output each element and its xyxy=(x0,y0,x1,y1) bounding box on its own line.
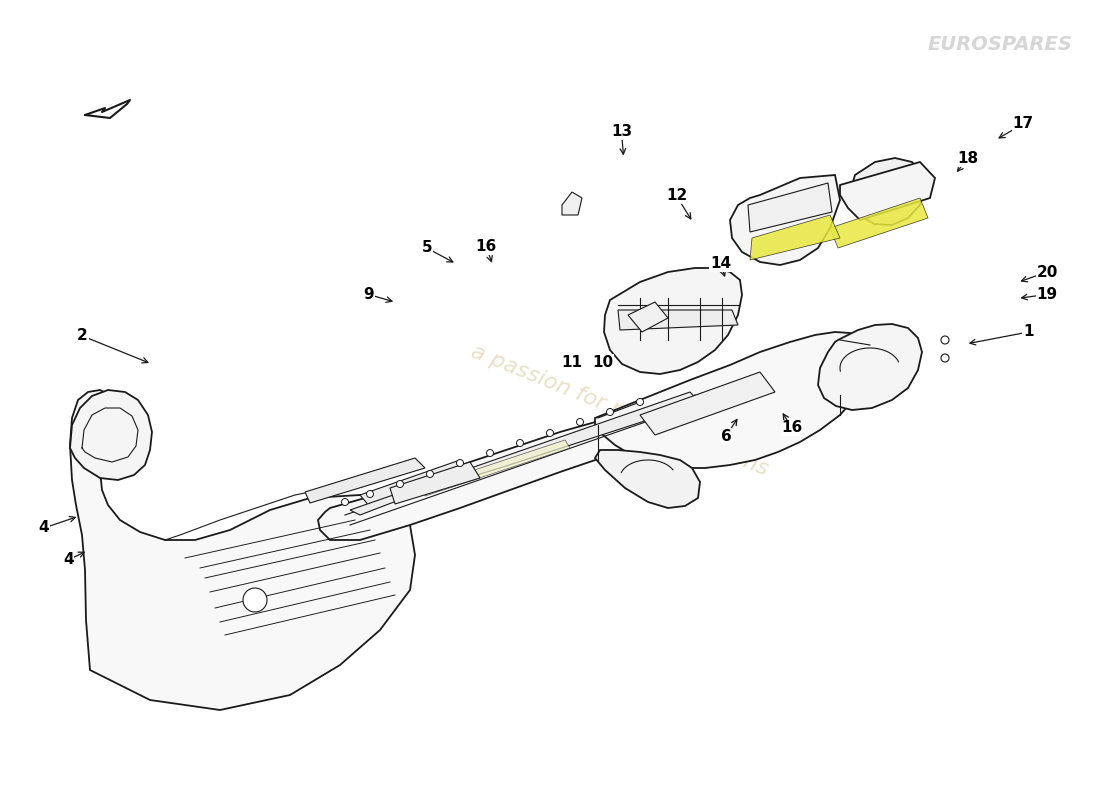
Circle shape xyxy=(427,470,433,478)
Polygon shape xyxy=(840,162,935,220)
Polygon shape xyxy=(818,324,922,410)
Polygon shape xyxy=(750,215,840,260)
Text: 4: 4 xyxy=(39,521,50,535)
Polygon shape xyxy=(318,388,720,540)
Text: 16: 16 xyxy=(781,421,803,435)
Polygon shape xyxy=(305,458,425,503)
Polygon shape xyxy=(390,462,480,504)
Text: 16: 16 xyxy=(475,239,497,254)
Polygon shape xyxy=(595,332,870,468)
Text: 20: 20 xyxy=(1036,265,1058,279)
Circle shape xyxy=(396,481,404,487)
Polygon shape xyxy=(70,390,415,710)
Text: 4: 4 xyxy=(63,553,74,567)
Polygon shape xyxy=(730,175,840,265)
Polygon shape xyxy=(70,390,152,480)
Polygon shape xyxy=(830,198,928,248)
Text: EUROSPARES: EUROSPARES xyxy=(927,35,1072,54)
Text: 13: 13 xyxy=(610,125,632,139)
Text: 18: 18 xyxy=(957,151,979,166)
Text: 14: 14 xyxy=(710,257,732,271)
Circle shape xyxy=(940,354,949,362)
Circle shape xyxy=(366,490,374,498)
Polygon shape xyxy=(628,302,668,332)
Text: 2: 2 xyxy=(77,329,88,343)
Text: 5: 5 xyxy=(421,241,432,255)
Polygon shape xyxy=(420,440,570,496)
Circle shape xyxy=(456,459,463,466)
Polygon shape xyxy=(562,192,582,215)
Circle shape xyxy=(576,418,583,426)
Circle shape xyxy=(341,498,349,506)
Circle shape xyxy=(606,409,614,415)
Text: 11: 11 xyxy=(561,355,583,370)
Text: 9: 9 xyxy=(363,287,374,302)
Text: a passion for parts diagrams: a passion for parts diagrams xyxy=(469,341,771,479)
Polygon shape xyxy=(604,268,743,374)
Circle shape xyxy=(517,439,524,446)
Text: 17: 17 xyxy=(1012,117,1034,131)
Circle shape xyxy=(637,398,644,406)
Text: 19: 19 xyxy=(1036,287,1058,302)
Text: 1: 1 xyxy=(1023,325,1034,339)
Polygon shape xyxy=(595,450,700,508)
Text: 10: 10 xyxy=(592,355,614,370)
Text: 12: 12 xyxy=(666,189,688,203)
Circle shape xyxy=(940,336,949,344)
Polygon shape xyxy=(852,158,925,225)
Polygon shape xyxy=(350,392,700,515)
Circle shape xyxy=(547,430,553,437)
Polygon shape xyxy=(640,372,776,435)
Polygon shape xyxy=(748,183,832,232)
Polygon shape xyxy=(618,310,738,330)
Circle shape xyxy=(243,588,267,612)
Polygon shape xyxy=(360,460,470,507)
Circle shape xyxy=(486,450,494,457)
Text: 6: 6 xyxy=(720,429,732,443)
